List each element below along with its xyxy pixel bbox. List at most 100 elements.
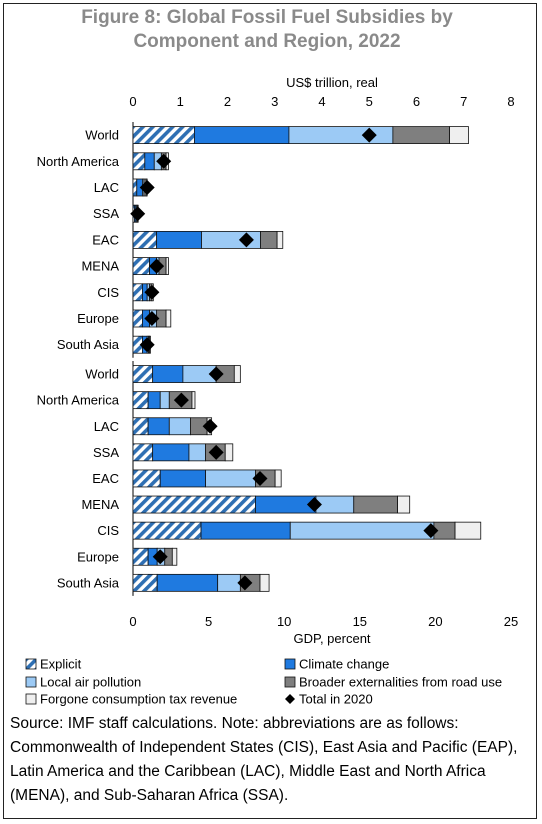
- x-tick-label: 10: [277, 614, 291, 629]
- total-2020-marker: [173, 392, 189, 408]
- bar-segment-explicit: [132, 178, 138, 197]
- total-2020-marker: [152, 549, 168, 565]
- bar-segment-forgone-tax: [454, 521, 482, 540]
- x-tick-label: 2: [224, 94, 231, 109]
- bar-segment-explicit: [132, 152, 146, 171]
- bar-segment-climate-change: [200, 521, 291, 540]
- category-label: Europe: [77, 311, 119, 326]
- bar-segment-forgone-tax: [259, 573, 270, 592]
- total-2020-marker: [202, 418, 218, 434]
- category-label: Europe: [77, 549, 119, 564]
- total-2020-marker: [130, 206, 146, 222]
- category-label: CIS: [97, 523, 119, 538]
- bar-segment-explicit: [132, 230, 158, 249]
- category-label: MENA: [81, 497, 119, 512]
- x-tick-label: 25: [504, 614, 518, 629]
- bar-segment-local-air-pollution: [159, 391, 170, 410]
- legend: Explicit Climate change Local air pollutio…: [25, 657, 502, 707]
- axis-title: GDP, percent: [293, 631, 370, 646]
- bar-segment-climate-change: [147, 391, 161, 410]
- bar-row-lac: LAC: [94, 417, 218, 436]
- bar-segment-local-air-pollution: [168, 417, 191, 436]
- bar-row-ssa: SSA: [93, 443, 234, 462]
- x-tick-label: 7: [460, 94, 467, 109]
- bar-segment-explicit: [132, 309, 143, 328]
- bar-segment-forgone-tax: [233, 365, 241, 383]
- bar-segment-explicit: [132, 283, 143, 302]
- bottom-panel-gdp: GDP, percent 0 5 10 15 20 25 World North America…: [37, 361, 518, 646]
- legend-item-explicit: Explicit: [25, 657, 82, 672]
- category-label: CIS: [97, 285, 119, 300]
- legend-item-climate-change: Climate change: [284, 657, 389, 672]
- x-tick-label: 4: [318, 94, 325, 109]
- bar-segment-local-air-pollution: [288, 126, 394, 144]
- legend-label: Forgone consumption tax revenue: [40, 692, 237, 707]
- bar-segment-forgone-tax: [165, 257, 169, 276]
- legend-swatch: [25, 676, 37, 688]
- x-tick-label: 0: [129, 94, 136, 109]
- title-line-2: Component and Region, 2022: [133, 31, 401, 52]
- category-label: EAC: [92, 471, 119, 486]
- total-2020-marker: [252, 470, 268, 486]
- bar-segment-forgone-tax: [397, 495, 411, 514]
- bar-row-north-america: North America: [37, 152, 172, 171]
- bar-segment-road-externalities: [260, 230, 278, 249]
- bar-segment-road-externalities: [353, 495, 399, 514]
- category-label: World: [85, 128, 119, 143]
- bar-row-mena: MENA: [81, 257, 169, 276]
- legend-swatch: [25, 693, 37, 705]
- legend-diamond: [285, 694, 295, 704]
- legend-item-total-in-2020: Total in 2020: [285, 692, 373, 707]
- category-label: North America: [37, 154, 120, 169]
- x-tick-label: 5: [205, 614, 212, 629]
- total-2020-marker: [361, 127, 377, 143]
- bar-segment-explicit: [132, 469, 161, 488]
- bar-segment-forgone-tax: [191, 391, 196, 410]
- category-label: SSA: [93, 206, 119, 221]
- total-2020-marker: [144, 284, 160, 300]
- bar-row-ssa: SSA: [93, 204, 146, 223]
- top-panel-trillion: US$ trillion, real 0 1 2 3 4 5 6 7 8 World North Am…: [37, 75, 515, 358]
- total-2020-marker: [139, 337, 155, 353]
- bar-segment-explicit: [132, 573, 158, 592]
- bar-row-cis: CIS: [97, 283, 160, 302]
- bar-segment-explicit: [132, 495, 256, 514]
- legend-label: Local air pollution: [40, 675, 141, 690]
- category-label: LAC: [94, 180, 119, 195]
- x-tick-label: 0: [129, 614, 136, 629]
- bar-segment-local-air-pollution: [289, 521, 435, 540]
- bar-segment-explicit: [132, 443, 154, 462]
- bar-row-north-america: North America: [37, 391, 196, 410]
- bar-segment-climate-change: [194, 126, 290, 144]
- x-tick-label: 8: [507, 94, 514, 109]
- bar-row-world: World: [85, 365, 241, 383]
- bar-segment-explicit: [132, 391, 149, 410]
- category-label: LAC: [94, 419, 119, 434]
- bar-segment-forgone-tax: [224, 443, 234, 462]
- total-2020-marker: [237, 575, 253, 591]
- category-label: North America: [37, 393, 120, 408]
- total-2020-marker: [208, 444, 224, 460]
- total-2020-marker: [208, 366, 224, 382]
- total-2020-marker: [144, 311, 160, 326]
- bar-segment-explicit: [132, 126, 195, 144]
- axis-title: US$ trillion, real: [286, 75, 378, 90]
- bar-segment-climate-change: [159, 469, 206, 488]
- bar-segment-climate-change: [152, 443, 190, 462]
- bar-row-mena: MENA: [81, 495, 411, 514]
- bar-row-world: World: [85, 126, 469, 144]
- legend-label: Broader externalities from road use: [299, 675, 502, 690]
- total-2020-marker: [306, 497, 322, 513]
- legend-swatch: [25, 658, 37, 670]
- legend-label: Explicit: [40, 657, 82, 672]
- category-label: MENA: [81, 259, 119, 274]
- bar-segment-road-externalities: [392, 126, 450, 144]
- bar-segment-forgone-tax: [449, 126, 469, 144]
- total-2020-marker: [139, 180, 155, 195]
- bar-row-europe: Europe: [77, 309, 172, 328]
- bar-row-lac: LAC: [94, 178, 155, 197]
- title-line-1: Figure 8: Global Fossil Fuel Subsidies b…: [81, 7, 453, 28]
- legend-item-broader-externalities-from-road-use: Broader externalities from road use: [284, 675, 502, 690]
- total-2020-marker: [156, 153, 172, 169]
